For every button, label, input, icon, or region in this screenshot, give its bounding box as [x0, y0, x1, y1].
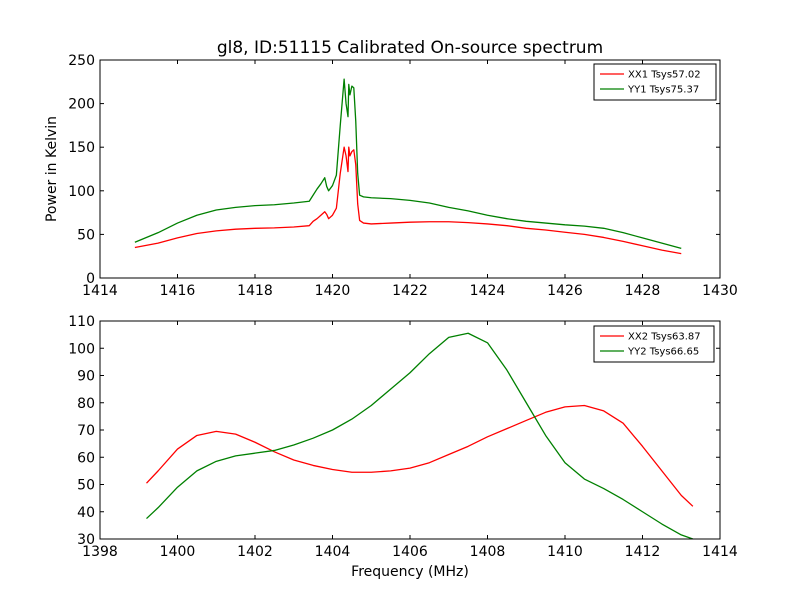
series-line-yy1: [134, 78, 682, 249]
y-tick-label: 100: [68, 341, 95, 357]
x-tick-label: 1422: [392, 283, 428, 299]
y-tick-label: 30: [77, 532, 95, 548]
x-tick-label: 1418: [237, 283, 273, 299]
y-tick-label: 60: [77, 450, 95, 466]
x-tick-label: 1426: [547, 283, 583, 299]
legend-entry-label: YY1 Tsys75.37: [627, 85, 699, 96]
series-group: [146, 332, 694, 539]
series-line-yy2: [146, 332, 694, 539]
y-tick-label: 250: [68, 53, 95, 69]
x-tick-label: 1428: [625, 283, 661, 299]
x-tick-label: 1430: [702, 283, 738, 299]
x-tick-label: 1400: [160, 544, 196, 560]
y-tick-label: 100: [68, 184, 95, 200]
legend-entry-label: YY2 Tsys66.65: [627, 347, 699, 358]
series-line-xx1: [134, 146, 682, 255]
legend-entry-label: XX2 Tsys63.87: [628, 332, 701, 343]
y-tick-label: 80: [77, 396, 95, 412]
x-tick-label: 1412: [625, 544, 661, 560]
x-tick-label: 1402: [237, 544, 273, 560]
legend-entry-label: XX1 Tsys57.02: [628, 70, 701, 81]
y-tick-label: 50: [77, 227, 95, 243]
y-tick-label: 70: [77, 423, 95, 439]
x-tick-label: 1416: [160, 283, 196, 299]
x-tick-label: 1414: [702, 544, 738, 560]
y-axis-label: Power in Kelvin: [44, 116, 60, 222]
x-tick-label: 1414: [82, 283, 118, 299]
y-tick-label: 200: [68, 97, 95, 113]
x-tick-label: 1410: [547, 544, 583, 560]
y-tick-label: 150: [68, 140, 95, 156]
y-tick-label: 0: [86, 271, 95, 287]
legend: XX1 Tsys57.02 YY1 Tsys75.37: [593, 63, 717, 101]
x-tick-label: 1398: [82, 544, 118, 560]
series-line-xx2: [146, 404, 694, 507]
x-tick-label: 1420: [315, 283, 351, 299]
x-tick-label: 1424: [470, 283, 506, 299]
bottom-panel: 1398 1400 1402 1404 1406 1408 1410 1412 1414 30 40…: [68, 314, 738, 580]
top-panel: 1414 1416 1418 1420 1422 1424 1426 1428 1430 0 50 1…: [44, 53, 738, 299]
x-tick-label: 1408: [470, 544, 506, 560]
x-tick-label: 1404: [315, 544, 351, 560]
y-tick-label: 50: [77, 478, 95, 494]
y-tick-label: 40: [77, 505, 95, 521]
y-tick-label: 110: [68, 314, 95, 330]
legend: XX2 Tsys63.87 YY2 Tsys66.65: [593, 325, 715, 363]
figure-title: gl8, ID:51115 Calibrated On-source spect…: [217, 38, 603, 58]
y-tick-label: 90: [77, 369, 95, 385]
x-axis-label: Frequency (MHz): [351, 564, 469, 580]
x-tick-label: 1406: [392, 544, 428, 560]
series-group: [134, 78, 682, 255]
